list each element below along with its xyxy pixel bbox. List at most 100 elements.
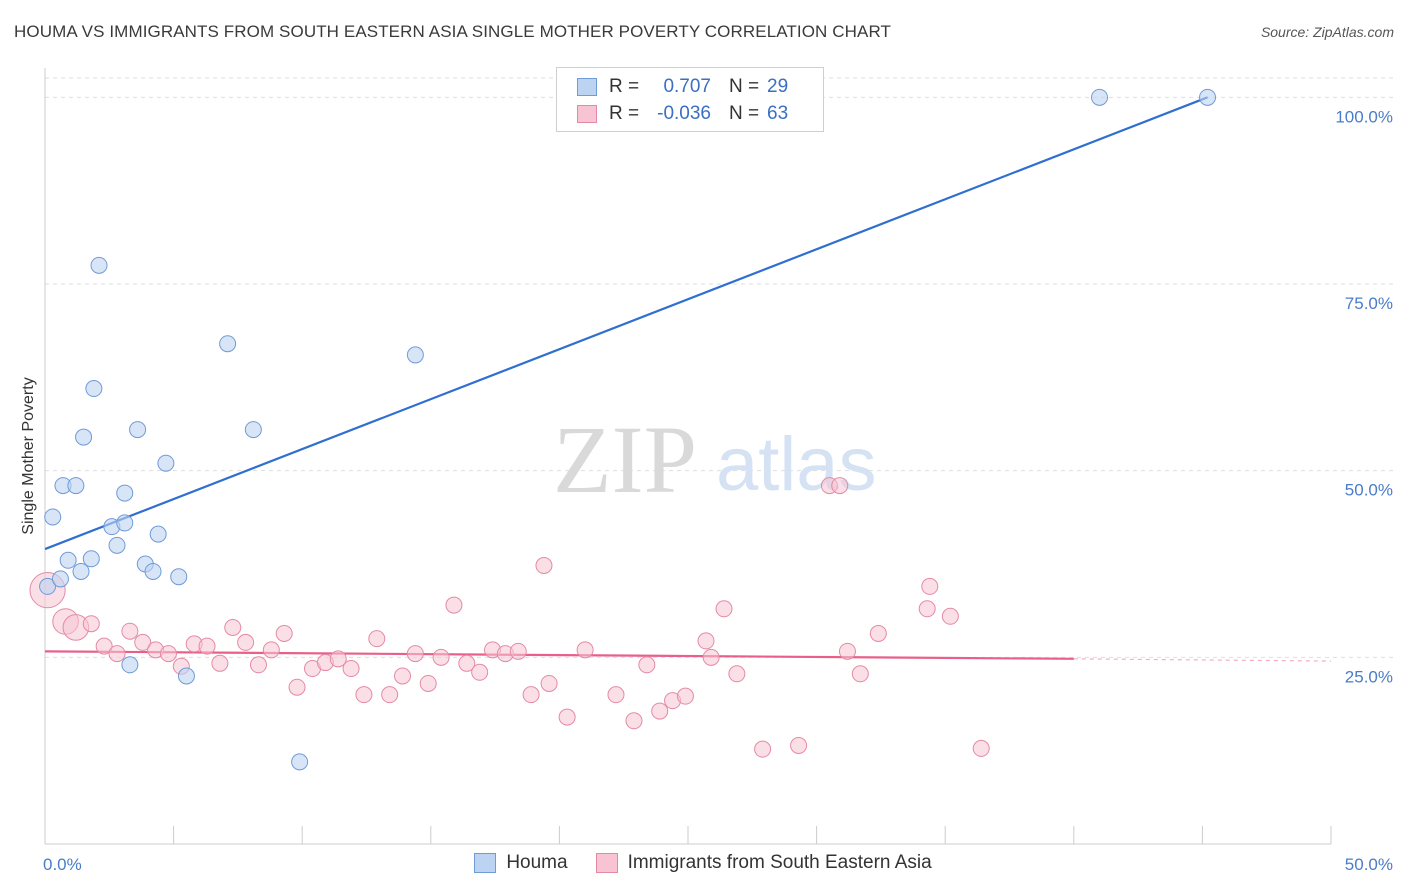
houma-point bbox=[59, 551, 77, 569]
sea-point bbox=[941, 607, 959, 625]
houma-point bbox=[177, 667, 195, 685]
sea-point bbox=[406, 645, 424, 663]
y-axis-label: Single Mother Poverty bbox=[20, 377, 37, 534]
legend-n-label: N = bbox=[729, 103, 760, 124]
houma-trend-line bbox=[44, 96, 1208, 551]
x-tick-labels: 0.0% 50.0% bbox=[43, 855, 1393, 874]
sea-point bbox=[288, 678, 306, 696]
sea-point bbox=[198, 637, 216, 655]
gridlines bbox=[45, 77, 1394, 658]
legend-n-value: 29 bbox=[767, 76, 789, 97]
y-tick-label: 25.0% bbox=[1345, 667, 1393, 686]
houma-point bbox=[116, 484, 134, 502]
sea-legend-swatch bbox=[595, 853, 618, 873]
houma-point bbox=[116, 514, 134, 532]
sea-point bbox=[224, 618, 242, 636]
legend-row-sea: R = -0.036 N = 63 bbox=[577, 101, 788, 127]
sea-point bbox=[237, 633, 255, 651]
sea-point bbox=[921, 577, 939, 595]
houma-point bbox=[406, 346, 424, 364]
houma-point bbox=[121, 656, 139, 674]
bottom-legend-houma[interactable]: Houma bbox=[474, 852, 568, 874]
sea-point bbox=[697, 632, 715, 650]
legend-row-houma: R = 0.707 N = 29 bbox=[577, 74, 788, 100]
trend-lines bbox=[44, 96, 1332, 662]
houma-point bbox=[67, 477, 85, 495]
houma-swatch bbox=[577, 78, 597, 96]
sea-point bbox=[869, 624, 887, 642]
sea-point bbox=[275, 624, 293, 642]
watermark-atlas: atlas bbox=[716, 422, 877, 507]
houma-point bbox=[108, 536, 126, 554]
houma-point bbox=[1091, 88, 1109, 106]
sea-point bbox=[509, 642, 527, 660]
sea-points bbox=[29, 477, 990, 758]
sea-point bbox=[394, 667, 412, 685]
sea-point bbox=[607, 686, 625, 704]
houma-point bbox=[44, 508, 62, 526]
sea-point bbox=[95, 637, 113, 655]
legend-n-value: 63 bbox=[767, 103, 789, 124]
houma-point bbox=[72, 562, 90, 580]
sea-point bbox=[432, 648, 450, 666]
sea-point bbox=[159, 645, 177, 663]
sea-point bbox=[211, 654, 229, 672]
chart-title: HOUMA VS IMMIGRANTS FROM SOUTH EASTERN A… bbox=[14, 22, 892, 41]
houma-point bbox=[51, 570, 69, 588]
sea-point bbox=[754, 740, 772, 758]
sea-point bbox=[638, 656, 656, 674]
sea-point bbox=[918, 600, 936, 618]
houma-point bbox=[149, 525, 167, 543]
legend-r-value: 0.707 bbox=[663, 76, 711, 97]
sea-point bbox=[329, 650, 347, 668]
sea-point bbox=[851, 665, 869, 683]
sea-point bbox=[558, 708, 576, 726]
sea-point bbox=[535, 556, 553, 574]
sea-point bbox=[715, 600, 733, 618]
sea-point bbox=[381, 686, 399, 704]
axes bbox=[44, 68, 1332, 845]
houma-point bbox=[170, 568, 188, 586]
houma-point bbox=[129, 421, 147, 439]
y-tick-labels: 25.0% 50.0% 75.0% 100.0% bbox=[1335, 107, 1393, 686]
legend-n-label: N = bbox=[729, 76, 760, 97]
sea-point bbox=[831, 477, 849, 495]
sea-point bbox=[702, 648, 720, 666]
sea-point bbox=[368, 630, 386, 648]
sea-point bbox=[471, 663, 489, 681]
sea-trend-line-extension bbox=[1073, 658, 1332, 662]
sea-point bbox=[625, 712, 643, 730]
sea-point bbox=[262, 641, 280, 659]
legend-r-label: R = bbox=[609, 76, 640, 97]
watermark: ZIP atlas bbox=[553, 406, 877, 513]
houma-point bbox=[244, 421, 262, 439]
houma-points bbox=[39, 88, 1217, 771]
sea-point bbox=[445, 596, 463, 614]
legend-r-value: -0.036 bbox=[657, 103, 711, 124]
x-tick-label: 0.0% bbox=[43, 855, 82, 874]
houma-point bbox=[219, 335, 237, 353]
bottom-legend-sea[interactable]: Immigrants from South Eastern Asia bbox=[595, 852, 932, 874]
houma-point bbox=[85, 380, 103, 398]
source-label: Source: ZipAtlas.com bbox=[1260, 24, 1394, 40]
sea-point bbox=[82, 615, 100, 633]
houma-point bbox=[1199, 88, 1217, 106]
sea-point bbox=[972, 739, 990, 757]
houma-point bbox=[144, 562, 162, 580]
sea-point bbox=[134, 633, 152, 651]
sea-legend-label: Immigrants from South Eastern Asia bbox=[627, 852, 932, 873]
y-tick-label: 75.0% bbox=[1345, 294, 1393, 313]
sea-point bbox=[540, 674, 558, 692]
sea-point bbox=[121, 622, 139, 640]
sea-point bbox=[458, 654, 476, 672]
bottom-legend: Houma Immigrants from South Eastern Asia bbox=[0, 852, 1406, 874]
sea-point bbox=[838, 642, 856, 660]
sea-point bbox=[108, 645, 126, 663]
sea-point bbox=[790, 736, 808, 754]
sea-point bbox=[728, 665, 746, 683]
sea-point bbox=[342, 660, 360, 678]
houma-point bbox=[90, 256, 108, 274]
sea-point bbox=[576, 641, 594, 659]
houma-point bbox=[291, 753, 309, 771]
